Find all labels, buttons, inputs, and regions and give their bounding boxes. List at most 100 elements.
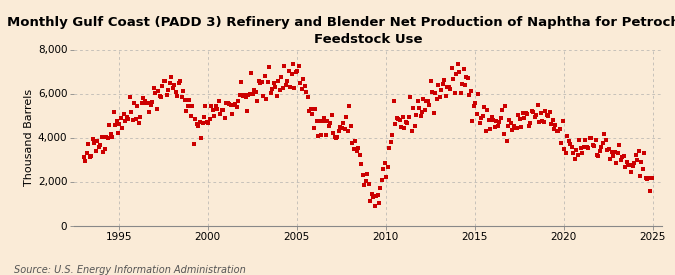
Point <box>232 105 242 109</box>
Point <box>569 157 580 161</box>
Point <box>113 131 124 135</box>
Point <box>132 104 142 108</box>
Point <box>307 111 318 116</box>
Point <box>274 88 285 92</box>
Point <box>553 129 564 133</box>
Point <box>431 97 442 101</box>
Point <box>470 101 481 105</box>
Point <box>513 113 524 118</box>
Point <box>632 158 643 162</box>
Point <box>396 125 406 129</box>
Point <box>442 85 453 89</box>
Point <box>350 139 360 143</box>
Point <box>492 123 503 128</box>
Point <box>421 98 432 103</box>
Point <box>145 103 156 107</box>
Point <box>261 97 272 101</box>
Point <box>489 125 500 129</box>
Point <box>549 126 560 131</box>
Point <box>151 107 162 112</box>
Point <box>485 126 495 131</box>
Point <box>290 70 301 75</box>
Point <box>292 69 303 73</box>
Point <box>555 127 566 131</box>
Point <box>507 128 518 132</box>
Point <box>212 107 223 111</box>
Point <box>84 155 95 159</box>
Point <box>378 167 389 171</box>
Point <box>636 160 647 165</box>
Point <box>105 131 116 136</box>
Point <box>130 117 141 121</box>
Point <box>495 116 506 120</box>
Point <box>258 94 269 98</box>
Point <box>506 121 516 125</box>
Point <box>329 135 340 139</box>
Point <box>373 200 384 205</box>
Point <box>519 116 530 120</box>
Point <box>259 74 270 78</box>
Point <box>392 116 402 121</box>
Point <box>150 91 161 95</box>
Point <box>510 125 521 130</box>
Point <box>621 160 632 165</box>
Point <box>375 186 386 190</box>
Point <box>191 122 202 127</box>
Point <box>541 112 552 117</box>
Point <box>435 95 446 100</box>
Point <box>298 77 308 81</box>
Point <box>240 95 251 99</box>
Point <box>354 152 365 157</box>
Point <box>558 119 568 123</box>
Point <box>575 146 586 150</box>
Point <box>281 79 292 83</box>
Text: Source: U.S. Energy Information Administration: Source: U.S. Energy Information Administ… <box>14 265 245 275</box>
Point <box>458 67 469 72</box>
Point <box>523 123 534 128</box>
Point <box>325 121 335 125</box>
Point <box>641 176 651 180</box>
Point <box>267 87 277 92</box>
Point <box>213 99 224 103</box>
Point <box>623 163 634 167</box>
Point <box>612 150 623 155</box>
Point <box>142 101 153 106</box>
Point <box>436 88 447 93</box>
Point <box>606 150 617 154</box>
Point <box>387 133 398 138</box>
Point <box>248 92 259 97</box>
Point <box>522 112 533 116</box>
Point <box>82 150 92 155</box>
Point <box>310 107 321 111</box>
Point <box>333 129 344 133</box>
Point <box>295 80 306 85</box>
Point <box>331 136 342 140</box>
Point <box>638 167 649 171</box>
Point <box>537 118 547 123</box>
Point <box>398 114 408 119</box>
Point <box>242 109 252 114</box>
Point <box>187 104 198 108</box>
Point <box>586 136 597 140</box>
Point <box>340 127 350 131</box>
Point <box>126 110 137 114</box>
Point <box>643 175 654 180</box>
Point <box>233 99 244 103</box>
Point <box>460 83 470 88</box>
Point <box>608 153 619 158</box>
Point <box>196 136 207 141</box>
Point <box>475 120 485 125</box>
Point <box>211 104 221 109</box>
Point <box>464 93 475 98</box>
Point <box>591 153 602 157</box>
Point <box>446 66 457 70</box>
Point <box>647 176 657 180</box>
Point <box>371 193 381 198</box>
Point <box>562 133 572 138</box>
Point <box>344 104 355 108</box>
Point <box>200 104 211 108</box>
Point <box>482 108 493 112</box>
Point <box>559 147 570 152</box>
Point <box>173 80 184 85</box>
Point <box>153 89 163 93</box>
